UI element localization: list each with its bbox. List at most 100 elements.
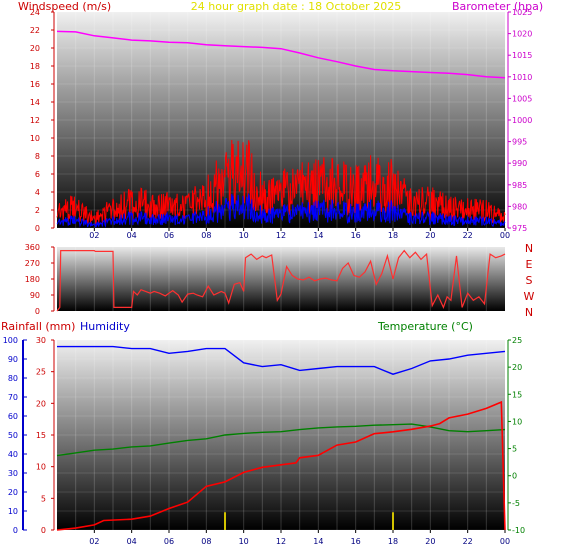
windspeed-tick-label: 8 [35, 152, 40, 161]
windspeed-tick-label: 10 [30, 134, 40, 143]
windspeed-tick-label: 22 [30, 26, 40, 35]
barometer-line [56, 30, 506, 79]
wind-gust-line [56, 139, 506, 225]
humidity-tick-label: 100 [3, 336, 18, 345]
windspeed-tick-label: 0 [35, 224, 40, 233]
barometer-tick-label: 1025 [512, 8, 532, 17]
direction-panel-background [57, 247, 505, 311]
humidity-tick-label: 90 [8, 355, 18, 364]
wind-direction-line [56, 249, 506, 312]
barometer-axis-title: Barometer (hpa) [452, 0, 543, 13]
wind-panel-xtick-label: 14 [313, 231, 323, 240]
windspeed-tick-label: 18 [30, 62, 40, 71]
barometer-tick-label: 1020 [512, 30, 532, 39]
rain-panel-xtick-label: 08 [201, 537, 211, 546]
temperature-tick-label: 20 [512, 363, 522, 372]
windspeed-tick-label: 24 [30, 8, 40, 17]
barometer-tick-label: 995 [512, 138, 527, 147]
windspeed-tick-label: 14 [30, 98, 40, 107]
barometer-tick-label: 1005 [512, 94, 532, 103]
direction-tick-label: 270 [25, 259, 40, 268]
chart-title: 24 hour graph date : 18 October 2025 [191, 0, 401, 13]
wind-panel-xtick-label: 06 [164, 231, 174, 240]
rain-panel-xtick-label: 22 [463, 537, 473, 546]
rain-panel-xtick-label: 00 [500, 537, 510, 546]
wind-panel-xtick-label: 04 [127, 231, 137, 240]
windspeed-tick-label: 16 [30, 80, 40, 89]
wind-panel-xtick-label: 08 [201, 231, 211, 240]
wind-average-line [56, 192, 506, 228]
barometer-tick-label: 990 [512, 159, 527, 168]
barometer-tick-label: 1010 [512, 73, 532, 82]
humidity-tick-label: 50 [8, 431, 18, 440]
compass-label: N [525, 242, 533, 255]
rainfall-tick-label: 15 [36, 431, 46, 440]
barometer-tick-label: 985 [512, 181, 527, 190]
rainfall-line [56, 400, 506, 531]
humidity-tick-label: 80 [8, 374, 18, 383]
humidity-tick-label: 10 [8, 507, 18, 516]
rain-panel-xtick-label: 16 [351, 537, 361, 546]
wind-panel-xtick-label: 00 [500, 231, 510, 240]
windspeed-tick-label: 2 [35, 206, 40, 215]
direction-tick-label: 0 [35, 307, 40, 316]
wind-panel-xtick-label: 12 [276, 231, 286, 240]
humidity-tick-label: 40 [8, 450, 18, 459]
windspeed-tick-label: 20 [30, 44, 40, 53]
rainfall-tick-label: 10 [36, 463, 46, 472]
barometer-tick-label: 975 [512, 224, 527, 233]
humidity-axis-title: Humidity [80, 320, 130, 333]
rain-panel-xtick-label: 02 [89, 537, 99, 546]
compass-label: E [526, 258, 533, 271]
direction-tick-label: 90 [30, 291, 40, 300]
temperature-axis-title: Temperature (°C) [377, 320, 473, 333]
rain-rate-bar [392, 512, 394, 530]
humidity-tick-label: 70 [8, 393, 18, 402]
humidity-tick-label: 20 [8, 488, 18, 497]
windspeed-tick-label: 4 [35, 188, 40, 197]
temperature-tick-label: 5 [512, 445, 517, 454]
compass-label: S [526, 274, 533, 287]
direction-tick-label: 360 [25, 243, 40, 252]
rainfall-tick-label: 25 [36, 368, 46, 377]
windspeed-tick-label: 12 [30, 116, 40, 125]
compass-label: N [525, 306, 533, 319]
compass-label: W [524, 290, 535, 303]
windspeed-tick-label: 6 [35, 170, 40, 179]
wind-panel-xtick-label: 20 [425, 231, 435, 240]
wind-panel-xtick-label: 18 [388, 231, 398, 240]
barometer-tick-label: 1015 [512, 51, 532, 60]
wind-panel-xtick-label: 02 [89, 231, 99, 240]
wind-panel-xtick-label: 22 [463, 231, 473, 240]
rain-rate-bar [224, 512, 226, 530]
temperature-tick-label: -5 [512, 499, 520, 508]
rain-panel-xtick-label: 18 [388, 537, 398, 546]
wind-panel-xtick-label: 16 [351, 231, 361, 240]
rain-panel-xtick-label: 14 [313, 537, 323, 546]
barometer-tick-label: 1000 [512, 116, 532, 125]
rain-panel-xtick-label: 06 [164, 537, 174, 546]
humidity-tick-label: 60 [8, 412, 18, 421]
rainfall-tick-label: 0 [41, 526, 46, 535]
humidity-tick-label: 30 [8, 469, 18, 478]
temperature-tick-label: 25 [512, 336, 522, 345]
windspeed-axis-title: Windspeed (m/s) [18, 0, 111, 13]
barometer-tick-label: 980 [512, 202, 527, 211]
rainfall-tick-label: 5 [41, 494, 46, 503]
temperature-tick-label: -10 [512, 526, 525, 535]
rainfall-tick-label: 20 [36, 399, 46, 408]
rainfall-tick-label: 30 [36, 336, 46, 345]
rain-panel-background [57, 340, 505, 530]
humidity-tick-label: 0 [13, 526, 18, 535]
rain-panel-xtick-label: 12 [276, 537, 286, 546]
temperature-tick-label: 0 [512, 472, 517, 481]
rainfall-axis-title: Rainfall (mm) [1, 320, 75, 333]
temperature-tick-label: 15 [512, 390, 522, 399]
rain-panel-xtick-label: 10 [239, 537, 249, 546]
direction-tick-label: 180 [25, 275, 40, 284]
rain-panel-xtick-label: 20 [425, 537, 435, 546]
humidity-line [57, 345, 506, 375]
wind-panel-xtick-label: 10 [239, 231, 249, 240]
